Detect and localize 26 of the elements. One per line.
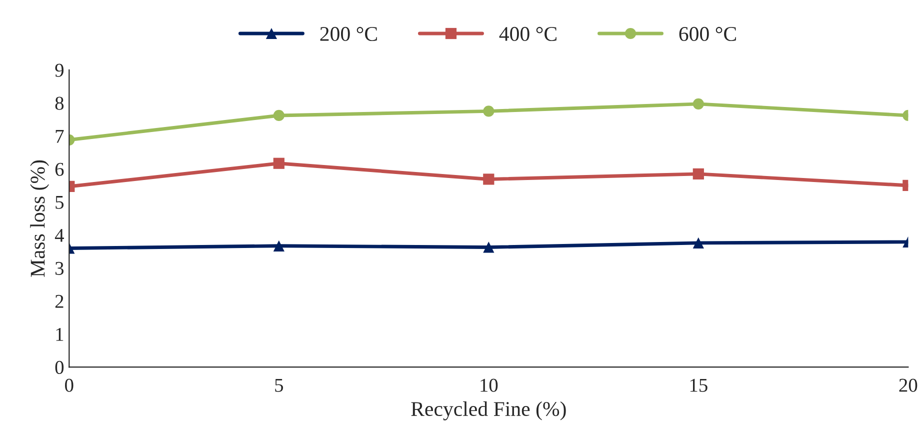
- point: [483, 106, 494, 117]
- point: [692, 237, 704, 248]
- y-tick-label: 0: [55, 360, 64, 374]
- point: [483, 242, 494, 253]
- y-axis-title: Mass loss (%): [30, 160, 50, 277]
- y-tick-label: 1: [56, 328, 64, 341]
- y-tick-label: 4: [54, 228, 64, 242]
- legend-label: 400 °C: [499, 26, 556, 41]
- legend-label: 200 °C: [320, 26, 377, 41]
- y-tick-label: 2: [55, 294, 64, 308]
- point: [483, 174, 494, 185]
- x-tick-label: 5: [275, 378, 284, 392]
- point: [692, 98, 704, 110]
- y-tick-label: 6: [55, 162, 64, 176]
- legend-label: 600 °C: [679, 26, 736, 41]
- y-tick-label: 3: [55, 262, 64, 275]
- y-tick-label: 5: [56, 196, 64, 209]
- y-tick-label: 7: [56, 130, 64, 143]
- point: [692, 168, 704, 180]
- y-tick-label: 9: [55, 64, 64, 77]
- x-tick-label: 20: [899, 378, 918, 392]
- y-tick-label: 8: [55, 96, 64, 110]
- x-tick-label: 0: [65, 378, 74, 392]
- x-tick-label: 15: [690, 378, 708, 392]
- x-axis-title: Recycled Fine (%): [411, 401, 566, 420]
- x-tick-label: 10: [480, 378, 498, 392]
